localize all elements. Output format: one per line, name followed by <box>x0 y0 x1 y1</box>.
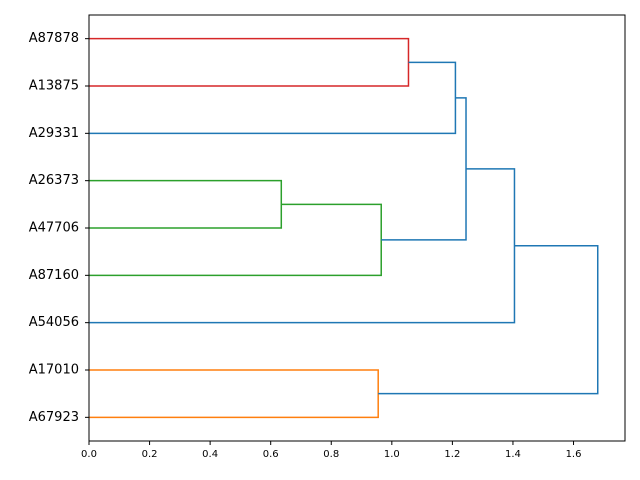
x-tick-label: 0.0 <box>81 449 97 460</box>
x-tick-label: 1.4 <box>505 449 521 460</box>
dendrogram-link-m2 <box>89 61 457 135</box>
x-tick-label: 0.2 <box>142 449 158 460</box>
dendrogram-link-m3 <box>89 179 283 229</box>
dendrogram-link-m8 <box>378 245 599 395</box>
leaf-label: A26373 <box>29 173 79 188</box>
leaf-label: A54056 <box>29 315 79 330</box>
leaf-label: A29331 <box>29 126 79 141</box>
dendrogram-link-m4 <box>89 203 382 277</box>
leaf-label: A47706 <box>29 221 79 236</box>
leaf-label: A87878 <box>29 31 79 46</box>
dendrogram-link-m6 <box>89 168 516 324</box>
x-axis-ticks: 0.0 0.2 0.4 0.6 0.8 1.0 1.2 1.4 1.6 <box>81 441 581 460</box>
x-tick-label: 1.6 <box>566 449 582 460</box>
y-axis-ticks: A87878 A13875 A29331 A26373 A47706 A87160 A540… <box>29 31 89 425</box>
dendrogram-links <box>89 37 599 419</box>
x-tick-label: 1.0 <box>384 449 400 460</box>
x-tick-label: 1.2 <box>444 449 460 460</box>
leaf-label: A17010 <box>29 363 79 378</box>
x-tick-label: 0.4 <box>202 449 218 460</box>
x-tick-label: 0.8 <box>323 449 339 460</box>
leaf-label: A67923 <box>29 410 79 425</box>
dendrogram-link-m1 <box>89 37 410 87</box>
dendrogram-link-m5 <box>381 97 467 241</box>
leaf-label: A13875 <box>29 79 79 94</box>
x-tick-label: 0.6 <box>263 449 279 460</box>
leaf-label: A87160 <box>29 268 79 283</box>
dendrogram-link-m7 <box>89 369 379 419</box>
